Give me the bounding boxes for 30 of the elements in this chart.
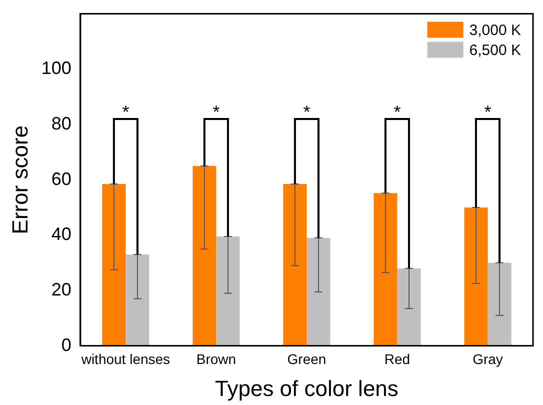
annotation: *: [212, 102, 220, 122]
annotation: *: [303, 102, 310, 122]
bar: [283, 184, 307, 346]
bar: [216, 236, 240, 346]
bar: [192, 166, 216, 346]
x-tick-label: without lenses: [80, 351, 170, 368]
y-tick-label: 20: [51, 279, 72, 300]
legend-label: 3,000 K: [469, 22, 522, 39]
x-axis-title: Types of color lens: [214, 376, 398, 401]
y-tick-label: 40: [51, 224, 72, 244]
x-tick-label: Red: [384, 351, 410, 368]
bar: [488, 262, 512, 346]
bar: [464, 207, 488, 346]
bar: [126, 254, 150, 346]
bar: [102, 184, 126, 346]
bar: [397, 268, 421, 346]
x-tick-label: Gray: [472, 351, 503, 368]
x-tick-label: Brown: [196, 351, 236, 368]
legend-label: 6,500 K: [469, 42, 522, 59]
y-tick-label: 100: [41, 58, 72, 78]
x-tick-label: Green: [287, 351, 326, 368]
bar: [306, 238, 330, 346]
y-tick-label: 80: [51, 113, 72, 134]
y-tick-label: 60: [51, 168, 72, 189]
annotation: *: [122, 102, 130, 122]
y-tick-label: 0: [61, 334, 72, 355]
annotation: *: [484, 102, 492, 122]
annotation: *: [394, 102, 401, 122]
y-axis-title: Error score: [7, 125, 32, 234]
bar: [374, 193, 398, 346]
